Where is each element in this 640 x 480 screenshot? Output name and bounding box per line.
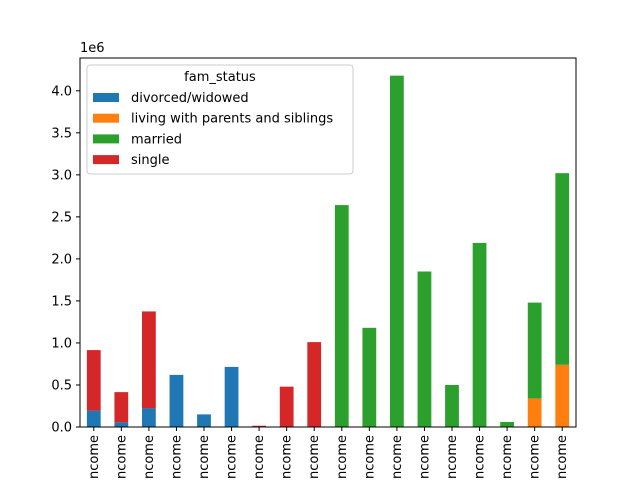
x-tick-label-7: ncome — [280, 435, 295, 479]
legend-label-living-with-parents-and-siblings: living with parents and siblings — [131, 112, 333, 127]
x-tick-label-1: ncome — [114, 435, 129, 479]
bar-married-14 — [472, 242, 487, 427]
legend-label-divorced-widowed: divorced/widowed — [131, 91, 249, 106]
bar-married-17 — [555, 173, 570, 365]
y-tick-label-1: 0.5 — [51, 378, 72, 393]
x-tick-label-0: ncome — [87, 435, 102, 479]
bar-single-7 — [279, 386, 294, 427]
x-tick-label-9: ncome — [335, 435, 350, 479]
bar-married-15 — [500, 421, 514, 427]
legend-title: fam_status — [184, 70, 256, 85]
bar-divorced-widowed-1 — [114, 422, 129, 427]
x-tick-label-4: ncome — [197, 435, 212, 479]
x-tick-label-5: ncome — [225, 435, 240, 479]
bar-married-10 — [362, 327, 377, 427]
x-tick-label-12: ncome — [417, 435, 432, 479]
bar-divorced-widowed-3 — [169, 374, 184, 427]
x-tick-label-11: ncome — [390, 435, 405, 479]
plot-frame — [79, 57, 577, 428]
y-tick-label-4: 2.0 — [51, 252, 72, 267]
bar-divorced-widowed-5 — [224, 366, 239, 427]
x-tick-label-3: ncome — [169, 435, 184, 479]
y-axis: 0.0 0.5 1.0 1.5 2.0 2.5 3.0 3.5 4.0 — [51, 84, 80, 436]
x-tick-label-2: ncome — [142, 435, 157, 479]
bar-living-with-parents-and-siblings-16 — [527, 398, 542, 427]
legend-swatch-married — [93, 134, 119, 144]
x-tick-label-8: ncome — [307, 435, 322, 479]
x-axis: ncome ncome ncome ncome ncome ncome ncome ncome… — [87, 427, 570, 479]
x-tick-label-14: ncome — [473, 435, 488, 479]
x-tick-label-17: ncome — [555, 435, 570, 479]
bar-single-8 — [307, 342, 322, 427]
x-tick-label-13: ncome — [445, 435, 460, 479]
legend: fam_status divorced/widowed living with pa… — [86, 64, 354, 175]
bar-divorced-widowed-0 — [86, 410, 101, 427]
legend-label-single: single — [131, 153, 170, 168]
y-offset-label: 1e6 — [80, 41, 105, 56]
bar-single-0 — [86, 350, 101, 411]
y-tick-label-8: 4.0 — [51, 84, 72, 99]
bar-married-12 — [417, 271, 432, 427]
bar-single-1 — [114, 392, 129, 423]
bar-living-with-parents-and-siblings-17 — [555, 364, 570, 427]
x-tick-label-6: ncome — [252, 435, 267, 479]
y-tick-label-2: 1.0 — [51, 336, 72, 351]
bar-married-13 — [445, 384, 459, 427]
legend-box — [86, 64, 354, 175]
x-tick-label-16: ncome — [528, 435, 543, 479]
bar-married-9 — [334, 205, 349, 427]
x-tick-label-15: ncome — [500, 435, 515, 479]
bar-divorced-widowed-4 — [197, 414, 211, 427]
bar-divorced-widowed-2 — [142, 408, 156, 427]
x-tick-label-10: ncome — [362, 435, 377, 479]
y-tick-label-5: 2.5 — [51, 210, 72, 225]
bar-married-16 — [527, 302, 542, 399]
legend-swatch-living-with-parents-and-siblings — [93, 113, 119, 123]
bar-single-6 — [252, 425, 266, 427]
y-tick-label-0: 0.0 — [51, 421, 72, 436]
legend-label-married: married — [131, 132, 182, 147]
legend-swatch-single — [93, 155, 119, 165]
y-tick-label-3: 1.5 — [51, 294, 72, 309]
y-tick-label-7: 3.5 — [51, 126, 72, 141]
bar-single-2 — [142, 311, 156, 409]
bar-married-11 — [390, 75, 404, 428]
bars-layer — [86, 75, 570, 428]
y-tick-label-6: 3.0 — [51, 168, 72, 183]
legend-swatch-divorced-widowed — [93, 93, 119, 102]
